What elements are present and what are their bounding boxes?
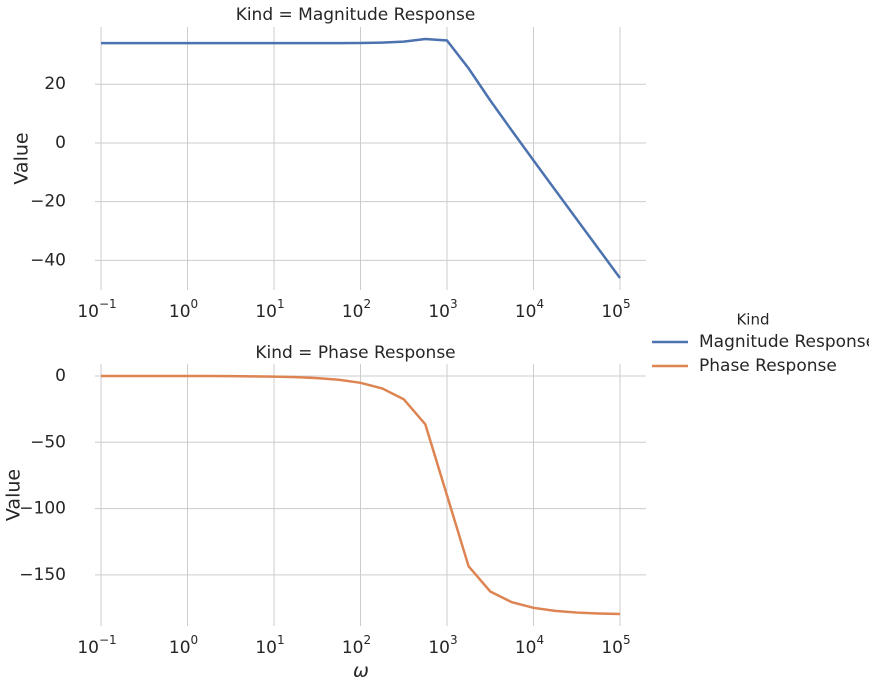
tick-exponent: 1 [277, 297, 285, 311]
tick-base: 10 [601, 302, 623, 322]
x-tick-label: 104 [515, 297, 544, 323]
y-tick-label: −150 [19, 565, 66, 585]
tick-base: 10 [77, 302, 99, 322]
y-tick-label: −40 [30, 250, 66, 270]
x-tick-label: 10−1 [77, 633, 116, 659]
tick-base: 10 [255, 302, 277, 322]
tick-exponent: 3 [450, 633, 458, 647]
tick-base: 10 [77, 638, 99, 658]
x-tick-label: 102 [342, 633, 371, 659]
y-axis-label: Value [3, 469, 25, 521]
tick-exponent: 4 [536, 633, 544, 647]
tick-exponent: −1 [99, 297, 117, 311]
tick-exponent: 1 [277, 633, 285, 647]
x-tick-label: 102 [342, 297, 371, 323]
tick-exponent: 5 [623, 297, 631, 311]
x-tick-label: 103 [428, 633, 457, 659]
y-tick-label: −100 [19, 499, 66, 519]
tick-base: 10 [428, 302, 450, 322]
legend-title: Kind [736, 311, 769, 329]
tick-base: 10 [515, 302, 537, 322]
y-axis-label: Value [11, 132, 33, 184]
subplot-title: Kind = Phase Response [255, 343, 455, 363]
tick-exponent: 0 [191, 633, 199, 647]
tick-exponent: 5 [623, 633, 631, 647]
tick-base: 10 [255, 638, 277, 658]
tick-base: 10 [601, 638, 623, 658]
x-tick-label: 103 [428, 297, 457, 323]
tick-base: 10 [515, 638, 537, 658]
x-tick-label: 104 [515, 633, 544, 659]
y-tick-label: 0 [55, 366, 66, 386]
legend-label: Phase Response [699, 356, 837, 376]
x-tick-label: 105 [601, 297, 630, 323]
x-tick-label: 105 [601, 633, 630, 659]
tick-exponent: 0 [191, 297, 199, 311]
tick-exponent: −1 [99, 633, 117, 647]
x-tick-label: 100 [169, 633, 198, 659]
x-axis-label: ω [353, 660, 369, 682]
legend-label: Magnitude Response [699, 332, 869, 352]
tick-exponent: 3 [450, 297, 458, 311]
tick-base: 10 [428, 638, 450, 658]
y-tick-label: 0 [55, 133, 66, 153]
data-line [101, 37, 621, 279]
x-tick-label: 101 [255, 297, 284, 323]
tick-exponent: 4 [536, 297, 544, 311]
y-tick-label: 20 [44, 74, 66, 94]
subplot-title: Kind = Magnitude Response [236, 5, 476, 25]
x-tick-label: 101 [255, 633, 284, 659]
x-tick-label: 10−1 [77, 297, 116, 323]
tick-base: 10 [169, 638, 191, 658]
x-tick-label: 100 [169, 297, 198, 323]
y-tick-label: −20 [30, 192, 66, 212]
tick-exponent: 2 [364, 297, 372, 311]
data-line [101, 374, 620, 616]
tick-base: 10 [342, 638, 364, 658]
y-tick-label: −50 [30, 432, 66, 452]
tick-exponent: 2 [364, 633, 372, 647]
tick-base: 10 [342, 302, 364, 322]
tick-base: 10 [169, 302, 191, 322]
